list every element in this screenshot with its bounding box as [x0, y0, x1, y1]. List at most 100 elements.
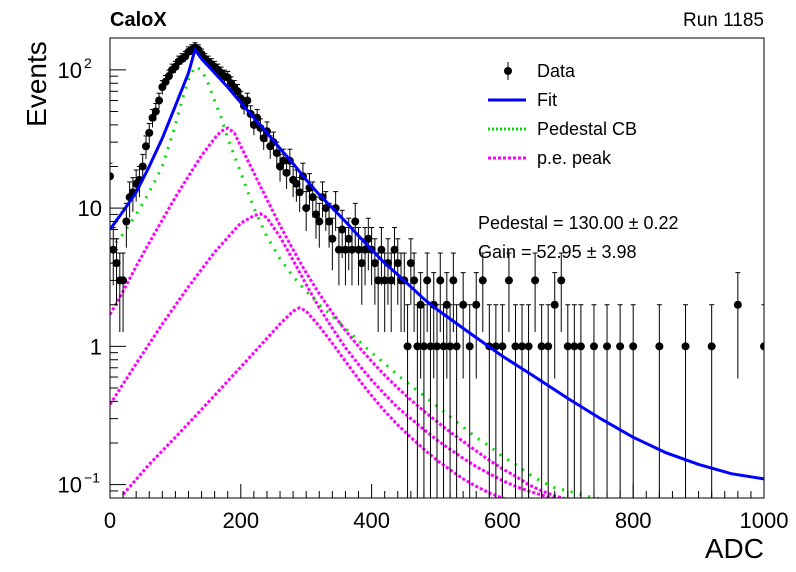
data-point: [436, 252, 445, 333]
x-axis-title: ADC: [705, 533, 764, 564]
data-marker: [341, 245, 350, 254]
data-marker: [302, 204, 311, 213]
data-marker: [524, 342, 533, 351]
data-marker: [119, 276, 128, 285]
data-point: [557, 252, 566, 333]
data-point: [537, 304, 546, 498]
x-tick-label: 1000: [740, 508, 789, 533]
data-point: [452, 304, 461, 498]
y-tick-label: 10: [58, 473, 82, 498]
data-marker: [308, 193, 317, 202]
data-point: [243, 92, 252, 109]
data-marker: [410, 276, 419, 285]
data-marker: [576, 342, 585, 351]
data-marker: [233, 87, 242, 96]
data-point: [707, 304, 716, 498]
data-marker: [148, 113, 157, 122]
data-marker: [446, 342, 455, 351]
data-marker: [155, 96, 164, 105]
data-point: [459, 272, 468, 379]
data-marker: [315, 217, 324, 226]
x-tick-label: 400: [353, 508, 390, 533]
data-point: [478, 252, 487, 333]
data-point: [380, 252, 389, 333]
data-marker: [321, 204, 330, 213]
data-marker: [344, 234, 353, 243]
pedestal-fit-text: Pedestal = 130.00 ± 0.22: [478, 213, 679, 233]
data-point: [419, 304, 428, 498]
data-marker: [334, 245, 343, 254]
x-tick-label: 0: [104, 508, 116, 533]
data-point: [302, 191, 311, 231]
data-point: [315, 202, 324, 248]
data-point: [576, 304, 585, 498]
data-marker: [433, 342, 441, 351]
legend-item: Pedestal CB: [488, 119, 637, 139]
data-point: [570, 304, 579, 498]
data-marker: [511, 342, 520, 351]
gain-fit-text: Gain = 52.95 ± 3.98: [478, 242, 637, 262]
data-point: [629, 304, 638, 498]
data-marker: [361, 245, 370, 254]
data-marker: [416, 300, 425, 309]
data-marker: [589, 342, 598, 351]
data-marker: [439, 342, 448, 351]
data-marker: [374, 276, 383, 285]
data-point: [544, 304, 553, 498]
data-marker: [537, 342, 546, 351]
data-marker: [312, 210, 321, 219]
data-point: [155, 92, 164, 109]
data-point: [550, 272, 559, 379]
data-marker: [325, 217, 334, 226]
data-point: [122, 202, 131, 248]
data-marker: [498, 342, 507, 351]
data-point: [406, 238, 415, 305]
data-marker: [449, 276, 458, 285]
legend-item: p.e. peak: [488, 148, 612, 168]
data-marker: [419, 342, 428, 351]
data-marker: [442, 300, 451, 309]
data-point: [351, 202, 360, 248]
data-point: [312, 196, 321, 239]
data-marker: [282, 168, 291, 177]
legend-marker: [504, 67, 512, 75]
data-marker: [122, 217, 131, 226]
data-point: [465, 304, 474, 498]
data-point: [655, 304, 664, 498]
data-point: [733, 272, 742, 379]
data-point: [485, 304, 494, 498]
data-marker: [655, 342, 664, 351]
data-marker: [141, 142, 150, 151]
data-point: [110, 162, 114, 193]
legend-item: Fit: [488, 90, 557, 110]
data-point: [321, 191, 330, 231]
data-marker: [459, 300, 468, 309]
data-point: [423, 252, 432, 333]
pe-peak-curve-3: [121, 306, 507, 498]
data-marker: [452, 342, 461, 351]
x-tick-label: 600: [484, 508, 521, 533]
data-point: [504, 252, 513, 333]
data-marker: [393, 259, 402, 268]
legend-label: p.e. peak: [537, 148, 612, 168]
data-marker: [550, 300, 559, 309]
data-marker: [403, 342, 412, 351]
run-label: Run 1185: [683, 10, 764, 31]
data-point: [410, 252, 419, 333]
data-point: [449, 252, 458, 333]
data-marker: [478, 276, 487, 285]
data-marker: [436, 276, 445, 285]
data-point: [498, 304, 507, 498]
data-marker: [259, 134, 268, 143]
data-marker: [354, 245, 363, 254]
data-point: [433, 304, 441, 498]
y-tick-label: 10: [78, 196, 102, 221]
y-tick-exponent: 2: [84, 55, 92, 71]
data-marker: [413, 342, 422, 351]
data-point: [416, 272, 425, 379]
x-tick-label: 200: [222, 508, 259, 533]
data-marker: [531, 276, 540, 285]
data-point: [760, 304, 764, 498]
data-marker: [272, 149, 281, 158]
